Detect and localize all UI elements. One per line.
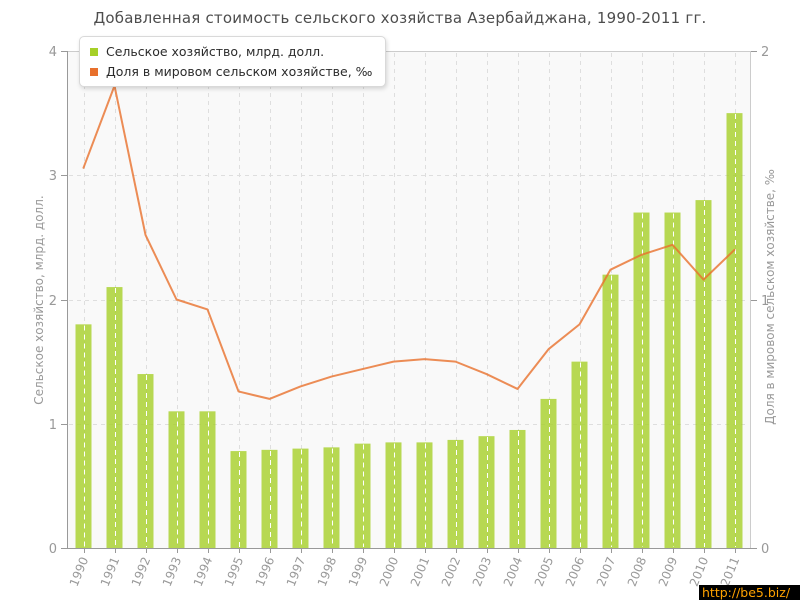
svg-text:1994: 1994 xyxy=(191,555,215,589)
svg-text:2007: 2007 xyxy=(594,555,618,589)
svg-text:1995: 1995 xyxy=(222,555,246,589)
svg-text:1991: 1991 xyxy=(98,555,122,589)
svg-text:0: 0 xyxy=(761,542,769,557)
svg-text:2009: 2009 xyxy=(656,555,680,589)
left-axis-title: Сельское хозяйство, млрд. долл. xyxy=(32,195,46,405)
svg-text:1993: 1993 xyxy=(160,555,184,589)
legend-item-world-share: Доля в мировом сельском хозяйстве, ‰ xyxy=(90,64,372,79)
svg-text:3: 3 xyxy=(49,169,57,184)
svg-text:1990: 1990 xyxy=(67,555,91,589)
svg-text:2000: 2000 xyxy=(377,555,401,589)
legend: Сельское хозяйство, млрд. долл. Доля в м… xyxy=(79,36,387,87)
svg-text:2: 2 xyxy=(49,294,57,309)
svg-text:1998: 1998 xyxy=(315,555,339,589)
svg-text:2003: 2003 xyxy=(470,555,494,589)
svg-text:2008: 2008 xyxy=(625,555,649,589)
svg-text:2006: 2006 xyxy=(563,555,587,589)
svg-text:1996: 1996 xyxy=(253,555,277,589)
svg-text:2002: 2002 xyxy=(439,555,463,589)
legend-label-world-share: Доля в мировом сельском хозяйстве, ‰ xyxy=(106,64,373,79)
svg-text:2011: 2011 xyxy=(718,555,742,589)
svg-text:4: 4 xyxy=(49,45,57,60)
svg-text:0: 0 xyxy=(49,542,57,557)
chart-title: Добавленная стоимость сельского хозяйств… xyxy=(93,9,707,27)
right-axis-title: Доля в мировом сельском хозяйстве, ‰ xyxy=(763,169,777,425)
svg-text:1992: 1992 xyxy=(129,555,153,589)
svg-text:2005: 2005 xyxy=(532,555,556,589)
svg-text:2001: 2001 xyxy=(408,555,432,589)
legend-item-agriculture: Сельское хозяйство, млрд. долл. xyxy=(90,44,372,59)
svg-text:1999: 1999 xyxy=(346,555,370,589)
svg-text:1: 1 xyxy=(49,418,57,433)
svg-text:1: 1 xyxy=(761,294,769,309)
svg-text:2004: 2004 xyxy=(501,555,525,589)
legend-label-agriculture: Сельское хозяйство, млрд. долл. xyxy=(106,44,325,59)
svg-text:1997: 1997 xyxy=(284,555,308,589)
svg-text:2: 2 xyxy=(761,45,769,60)
line-series-swatch-icon xyxy=(90,67,98,76)
bar-series-swatch-icon xyxy=(90,47,98,56)
watermark-link[interactable]: http://be5.biz/ xyxy=(699,585,800,600)
svg-text:2010: 2010 xyxy=(687,555,711,589)
